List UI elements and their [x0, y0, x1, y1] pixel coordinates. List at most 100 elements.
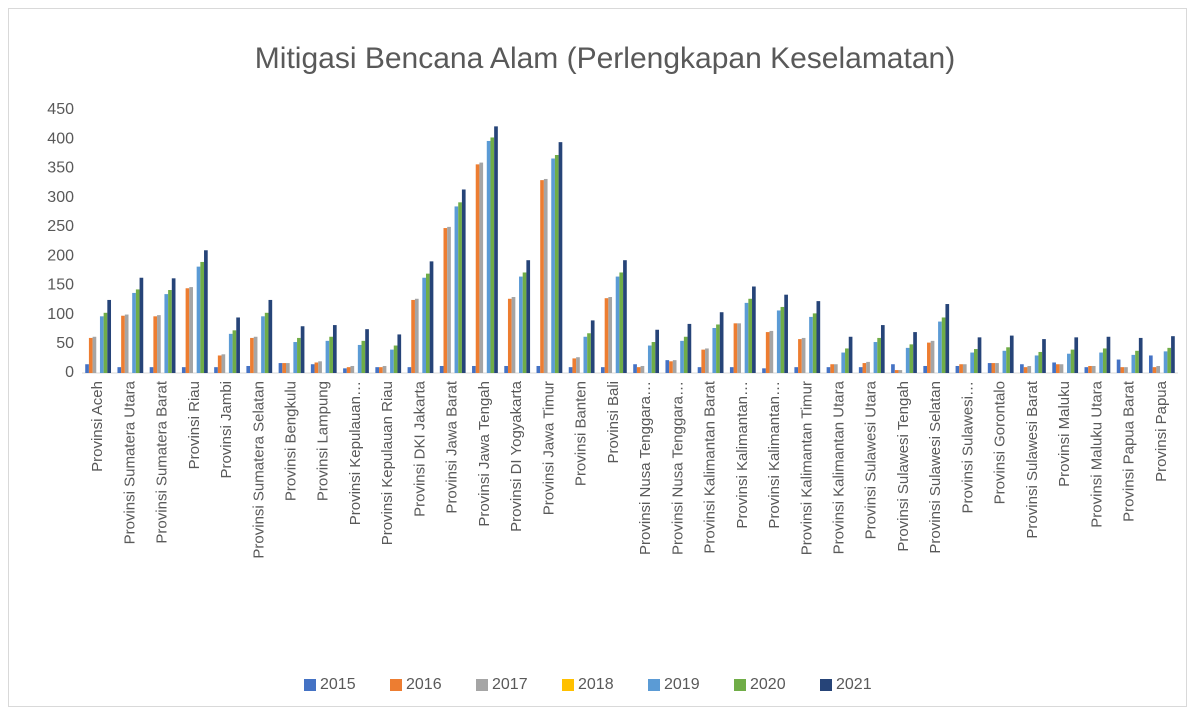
bar: [672, 360, 677, 373]
legend-label: 2015: [320, 676, 356, 693]
bar: [1070, 349, 1075, 373]
bar: [221, 354, 226, 373]
bar: [665, 360, 670, 373]
x-tick-label: Provinsi Kalimantan Timur: [798, 381, 815, 555]
bar: [615, 276, 620, 373]
bar: [300, 326, 305, 373]
x-tick-label: Provinsi Jawa Timur: [540, 381, 557, 515]
x-tick-label: Provinsi Riau: [186, 381, 203, 469]
bar: [411, 299, 415, 373]
bar: [583, 336, 588, 373]
bar: [124, 314, 129, 373]
bar: [680, 340, 684, 373]
bar: [587, 333, 591, 373]
bar: [683, 336, 688, 373]
bar: [551, 158, 555, 373]
bar: [1084, 367, 1089, 373]
bar: [572, 358, 577, 373]
bar: [343, 368, 347, 373]
bar: [995, 363, 999, 373]
bar: [848, 336, 853, 373]
bar: [325, 340, 330, 373]
bar: [991, 363, 996, 373]
bar: [189, 287, 193, 373]
y-tick-label: 300: [47, 189, 74, 206]
bar: [955, 365, 960, 373]
bar: [826, 367, 831, 373]
bar: [1027, 365, 1032, 373]
bar: [938, 321, 942, 373]
bar: [185, 288, 190, 373]
bar: [107, 299, 112, 373]
legend-swatch: [648, 679, 660, 691]
bar: [798, 339, 802, 373]
legend-swatch: [820, 679, 832, 691]
bar: [830, 364, 835, 373]
bar: [651, 342, 656, 373]
bar: [608, 297, 613, 373]
y-tick-label: 0: [65, 364, 74, 381]
bar: [604, 298, 609, 373]
bar: [310, 364, 315, 373]
x-tick-label: Provinsi Nusa Tenggara…: [637, 381, 654, 555]
bar: [905, 347, 910, 373]
bar: [475, 164, 480, 373]
bar: [794, 367, 799, 373]
bar: [85, 364, 89, 373]
bar: [1074, 337, 1079, 373]
bar: [425, 273, 430, 373]
legend-label: 2017: [492, 676, 528, 693]
bar: [1099, 352, 1103, 373]
x-tick-label: Provinsi Jawa Tengah: [476, 381, 493, 527]
bar: [282, 363, 287, 373]
legend-swatch: [734, 679, 746, 691]
bar: [873, 342, 878, 373]
bar: [454, 206, 459, 373]
x-tick-label: Provinsi Sulawesi Barat: [1024, 380, 1041, 538]
bar: [236, 317, 240, 373]
bar: [214, 367, 218, 373]
bar: [1038, 351, 1043, 373]
bar: [1131, 354, 1136, 373]
x-tick-label: Provinsi Kalimantan Barat: [702, 380, 719, 553]
bar: [472, 365, 476, 373]
bar: [286, 363, 290, 373]
bar: [99, 316, 104, 373]
y-tick-label: 400: [47, 130, 74, 147]
bar: [1138, 337, 1143, 373]
bar: [687, 323, 692, 373]
bar: [1034, 355, 1039, 373]
bar: [1059, 364, 1064, 373]
bar: [780, 306, 785, 373]
bar: [318, 361, 322, 373]
bar: [297, 337, 301, 373]
legend-label: 2018: [578, 676, 614, 693]
bar: [278, 363, 283, 373]
bar: [346, 367, 351, 373]
bar: [784, 294, 788, 373]
bar: [268, 299, 273, 373]
bar: [655, 329, 660, 373]
bar: [149, 367, 154, 373]
bar: [164, 294, 169, 373]
bar: [511, 297, 516, 373]
bar: [862, 363, 867, 373]
bar: [390, 349, 394, 373]
bar: [623, 260, 627, 373]
bar: [458, 202, 462, 373]
bar: [1002, 350, 1007, 373]
bar: [647, 345, 652, 373]
bar: [139, 277, 144, 373]
bar: [1023, 367, 1028, 373]
bar: [479, 162, 484, 373]
x-tick-label: Provinsi Maluku: [1056, 381, 1073, 487]
bar: [705, 348, 709, 373]
bar: [880, 325, 885, 373]
x-tick-label: Provinsi Sulawesi Selatan: [927, 381, 944, 554]
bar: [640, 365, 645, 373]
bar: [877, 337, 881, 373]
y-tick-label: 50: [56, 335, 74, 352]
bar: [88, 337, 93, 373]
bar: [558, 142, 563, 373]
x-tick-label: Provinsi DI Yogyakarta: [508, 380, 525, 532]
